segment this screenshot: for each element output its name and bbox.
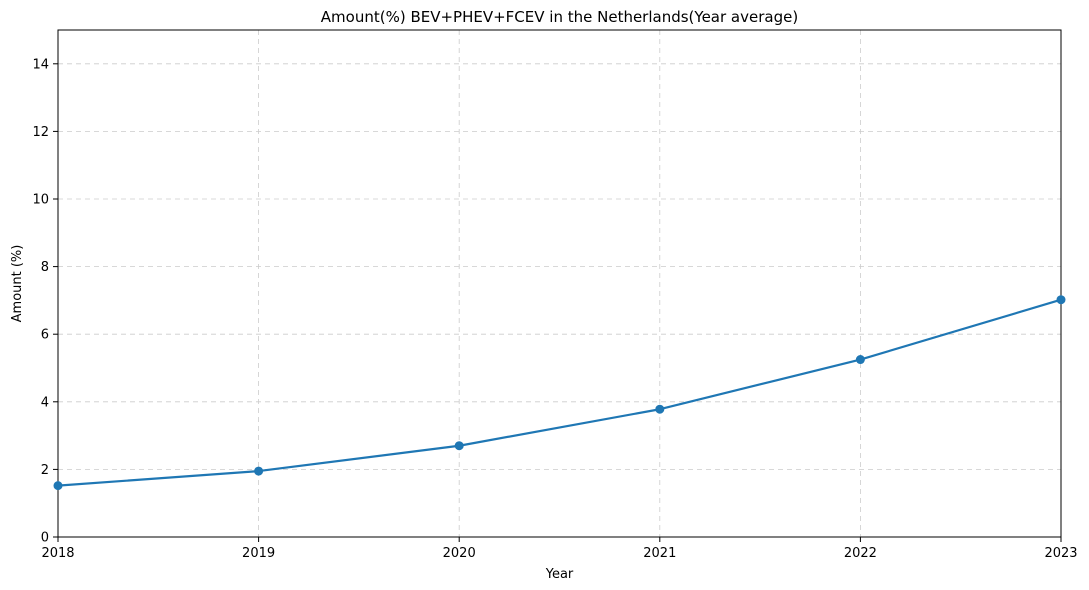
grid bbox=[57, 30, 1062, 538]
data-point bbox=[254, 466, 264, 476]
chart-title: Amount(%) BEV+PHEV+FCEV in the Netherlan… bbox=[321, 8, 798, 26]
x-tick-label: 2019 bbox=[242, 546, 275, 561]
series-line bbox=[57, 298, 1062, 487]
x-tick-label: 2023 bbox=[1044, 546, 1077, 561]
data-point bbox=[1056, 295, 1066, 305]
x-tick-label: 2018 bbox=[41, 546, 74, 561]
y-tick-label: 4 bbox=[41, 395, 49, 410]
x-tick-label: 2022 bbox=[844, 546, 877, 561]
x-tick-label: 2021 bbox=[643, 546, 676, 561]
y-tick-label: 8 bbox=[41, 260, 49, 275]
y-tick-label: 0 bbox=[41, 531, 49, 546]
y-axis-label: Amount (%) bbox=[10, 245, 25, 323]
x-tick-label: 2020 bbox=[443, 546, 476, 561]
data-point bbox=[454, 441, 464, 451]
series-layer bbox=[53, 295, 1066, 491]
data-point bbox=[53, 481, 63, 491]
y-tick-label: 12 bbox=[32, 125, 49, 140]
data-point bbox=[655, 404, 665, 414]
y-tick-label: 10 bbox=[32, 193, 49, 208]
y-tick-label: 6 bbox=[41, 328, 49, 343]
y-tick-label: 14 bbox=[32, 57, 49, 72]
y-tick-label: 2 bbox=[41, 463, 49, 478]
data-point bbox=[855, 355, 865, 365]
plot-frame bbox=[57, 29, 1062, 538]
x-axis-label: Year bbox=[545, 567, 574, 582]
axes: 2018 2019 2020 2021 2022 2023 0 2 4 6 8 10 12 14 bbox=[32, 29, 1078, 561]
